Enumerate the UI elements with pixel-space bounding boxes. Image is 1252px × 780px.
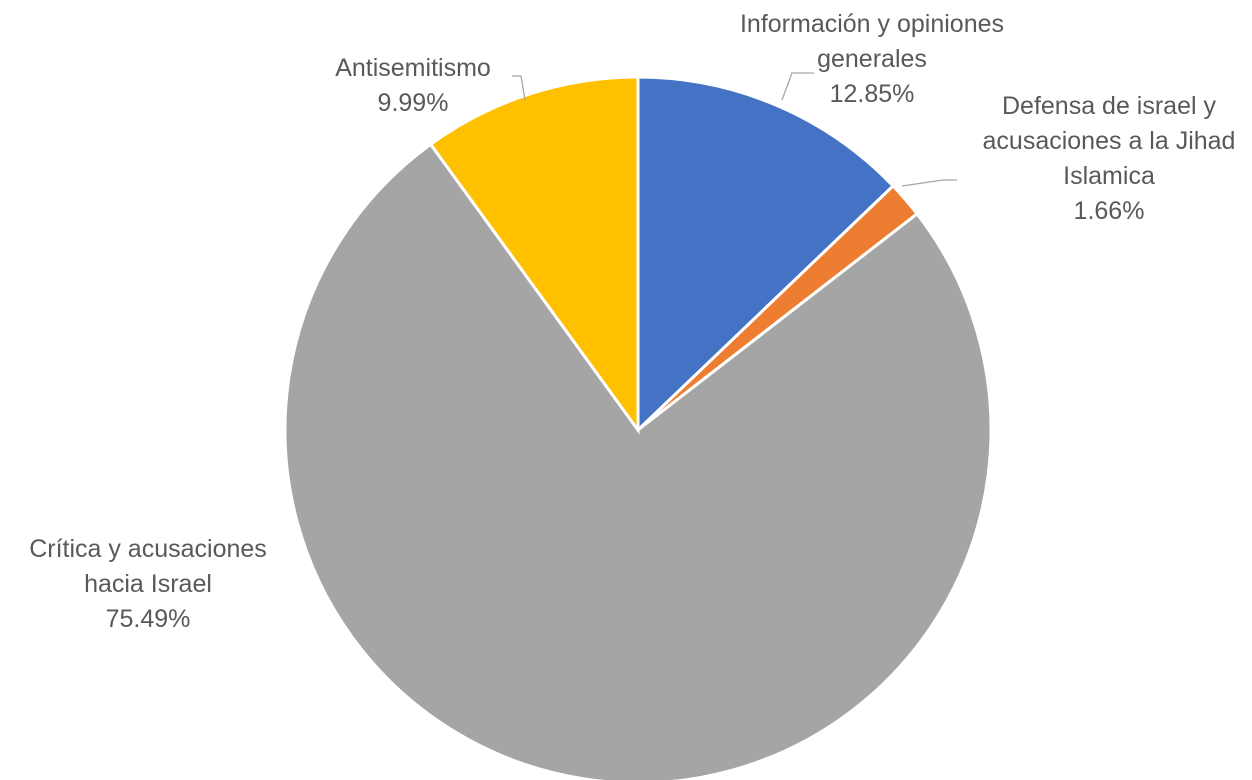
data-label-1: Defensa de israel y acusaciones a la Jiha… [983, 92, 1236, 225]
data-label-category-1: acusaciones a la Jihad [983, 127, 1236, 155]
data-label-3: Antisemitismo 9.99% [335, 54, 491, 117]
data-labels: Información y opiniones generales 12.85% De… [29, 10, 1235, 633]
data-label-category-2: hacia Israel [84, 570, 212, 598]
pie-slice-2 [283, 142, 993, 780]
pie-slice-0 [636, 75, 896, 434]
data-label-value-0: 12.85% [830, 80, 915, 108]
data-label-category-1: Defensa de israel y [1002, 92, 1217, 120]
pie-slices [283, 75, 993, 780]
data-label-value-1: 1.66% [1074, 197, 1145, 225]
leader-line-3 [512, 75, 526, 101]
data-label-value-2: 75.49% [106, 605, 191, 633]
data-label-category-2: Crítica y acusaciones [29, 535, 267, 563]
data-label-category-3: Antisemitismo [335, 54, 491, 82]
data-label-category-0: generales [817, 45, 927, 73]
data-label-category-1: Islamica [1063, 162, 1155, 190]
data-label-2: Crítica y acusaciones hacia Israel 75.49% [29, 535, 267, 633]
leader-lines [512, 72, 957, 187]
data-label-category-0: Información y opiniones [740, 10, 1004, 38]
leader-line-1 [901, 179, 957, 187]
pie-slice-3 [428, 75, 640, 435]
data-label-value-3: 9.99% [378, 89, 449, 117]
leader-line-0 [781, 72, 814, 101]
data-label-0: Información y opiniones generales 12.85% [740, 10, 1004, 108]
